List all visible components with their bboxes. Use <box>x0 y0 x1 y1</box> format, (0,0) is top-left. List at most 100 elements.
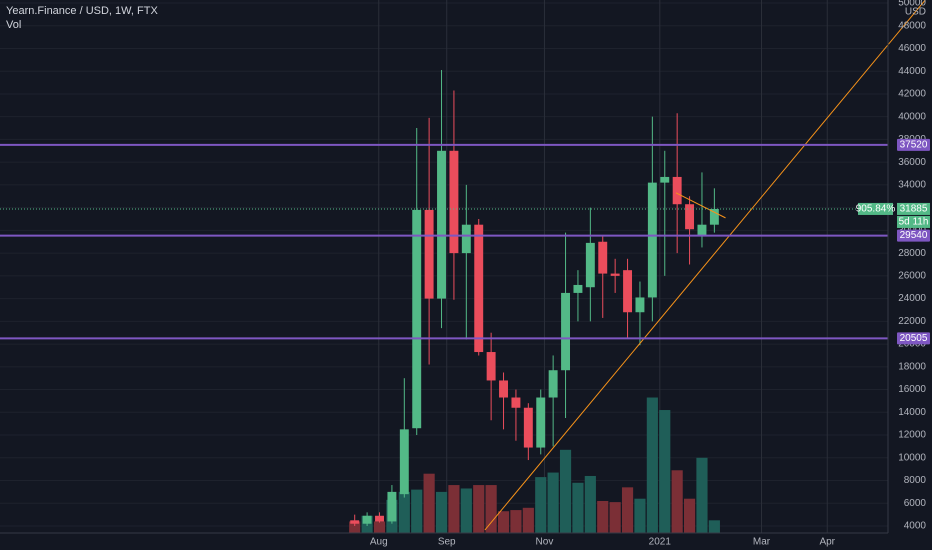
level-label-box <box>897 138 930 151</box>
volume-bar <box>659 410 671 533</box>
volume-bar <box>510 510 522 533</box>
candle-body <box>399 429 409 495</box>
y-tick-label: 46000 <box>898 43 926 54</box>
candle-body <box>523 407 533 448</box>
y-tick-label: 24000 <box>898 293 926 304</box>
x-tick-label: 2021 <box>649 537 672 548</box>
candle-body <box>424 209 434 299</box>
y-tick-label: 6000 <box>904 498 927 509</box>
countdown-label: 5d 11h <box>899 217 929 228</box>
y-tick-label: 14000 <box>898 407 926 418</box>
x-tick-label: Apr <box>819 537 835 548</box>
candle-body <box>412 209 422 429</box>
candle-body <box>585 242 595 288</box>
y-tick-label: 22000 <box>898 316 926 327</box>
volume-bar <box>349 521 361 533</box>
y-tick-label: 28000 <box>898 248 926 259</box>
y-tick-label: 26000 <box>898 270 926 281</box>
candle-body <box>697 224 707 237</box>
y-tick-label: 44000 <box>898 66 926 77</box>
candle-body <box>486 352 496 381</box>
candle-body <box>461 224 471 254</box>
candle-body <box>387 491 397 522</box>
volume-bar <box>435 491 448 533</box>
y-tick-label: 18000 <box>898 361 926 372</box>
y-tick-label: 50000 <box>898 0 926 9</box>
trend-line <box>675 192 726 219</box>
candle-body <box>362 515 372 524</box>
volume-bar <box>609 502 621 533</box>
candle-body <box>623 270 633 313</box>
y-tick-label: 16000 <box>898 384 926 395</box>
axis-layer: 4000600080001000012000140001600018000200… <box>370 0 930 548</box>
candle-body <box>561 292 571 371</box>
volume-bar <box>522 507 534 533</box>
volume-bar <box>621 487 634 533</box>
chart-title: Yearn.Finance / USD, 1W, FTX <box>6 5 158 17</box>
volume-label: Vol <box>6 19 21 31</box>
change-label: 905.84% <box>856 204 896 215</box>
volume-bar <box>646 397 658 533</box>
y-tick-label: 48000 <box>898 20 926 31</box>
countdown-box <box>897 215 930 228</box>
y-tick-label: 10000 <box>898 452 926 463</box>
volume-bar <box>373 521 386 533</box>
candle-body <box>350 520 360 524</box>
y-tick-label: 42000 <box>898 89 926 100</box>
x-tick-label: Sep <box>438 537 456 548</box>
level-label: 20505 <box>900 333 928 344</box>
volume-bar <box>559 449 572 533</box>
y-unit-label: USD <box>905 7 926 18</box>
level-label: 29540 <box>900 230 928 241</box>
level-label-box <box>897 229 930 242</box>
candle-body <box>437 150 446 299</box>
candle-body <box>672 176 682 205</box>
candle-body <box>610 273 620 276</box>
last-price-label: 31885 <box>900 204 928 215</box>
candle-body <box>536 397 546 448</box>
change-box <box>858 202 893 215</box>
candle-body <box>685 204 695 230</box>
candles-layer <box>350 70 719 526</box>
candle-body <box>647 182 657 298</box>
candle-body <box>548 370 558 398</box>
level-label-box <box>897 332 930 345</box>
volume-bar <box>535 477 547 533</box>
volume-bar <box>584 475 596 533</box>
volume-bar <box>460 488 472 533</box>
volume-bar <box>547 472 559 533</box>
y-tick-label: 12000 <box>898 430 926 441</box>
y-tick-label: 4000 <box>904 521 927 532</box>
volume-bar <box>448 485 460 533</box>
volume-bar <box>671 470 683 533</box>
trend-line <box>484 0 926 531</box>
candle-body <box>449 150 459 254</box>
candle-body <box>709 208 719 225</box>
volume-bar <box>411 489 423 533</box>
volume-bar <box>423 473 435 533</box>
volume-bar <box>485 485 497 533</box>
overlay-layer <box>0 0 926 531</box>
candle-body <box>598 241 608 274</box>
volume-bar <box>497 511 510 533</box>
volume-bar <box>696 457 708 533</box>
level-label: 37520 <box>900 140 928 151</box>
x-tick-label: Mar <box>753 537 771 548</box>
y-tick-label: 34000 <box>898 180 926 191</box>
volume-bar <box>634 498 646 533</box>
candle-body <box>375 515 384 522</box>
candle-body <box>635 297 645 313</box>
volume-bar <box>473 485 485 533</box>
candle-body <box>474 224 484 353</box>
y-tick-label: 36000 <box>898 157 926 168</box>
candle-body <box>511 397 521 408</box>
candle-body <box>573 284 583 293</box>
volume-bar <box>572 482 584 533</box>
volume-bar <box>708 520 720 533</box>
volume-bar <box>398 491 410 533</box>
y-tick-label: 40000 <box>898 111 926 122</box>
volume-bar <box>597 500 609 533</box>
x-tick-label: Aug <box>370 537 388 548</box>
candle-body <box>499 380 508 398</box>
volume-bar <box>683 498 696 533</box>
